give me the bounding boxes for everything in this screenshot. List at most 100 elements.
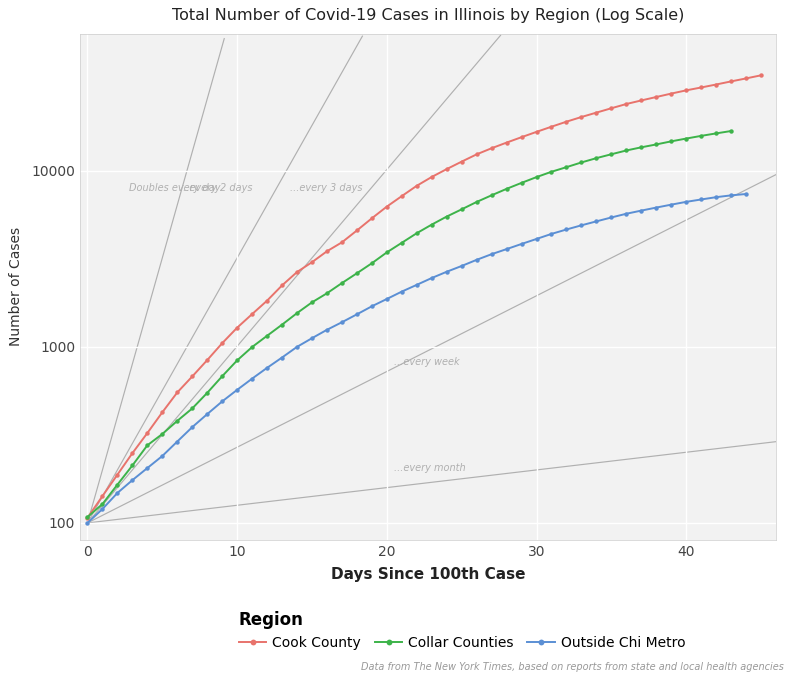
Outside Chi Metro [742, 190, 751, 198]
Outside Chi Metro [696, 196, 706, 204]
Cook County [158, 408, 167, 416]
Cook County [278, 281, 287, 290]
Outside Chi Metro [412, 281, 422, 289]
Collar Counties [682, 134, 691, 142]
Cook County [292, 268, 302, 276]
Outside Chi Metro [98, 505, 107, 513]
Cook County [337, 238, 346, 246]
Cook County [606, 104, 616, 112]
Line: Outside Chi Metro: Outside Chi Metro [86, 192, 748, 525]
Collar Counties [202, 389, 212, 397]
Outside Chi Metro [173, 437, 182, 446]
Cook County [142, 429, 152, 437]
Cook County [591, 109, 601, 117]
Collar Counties [696, 132, 706, 140]
Cook County [382, 202, 392, 211]
Cook County [562, 117, 571, 126]
Collar Counties [98, 500, 107, 508]
Outside Chi Metro [726, 191, 736, 199]
Collar Counties [142, 441, 152, 450]
Text: ...every month: ...every month [394, 463, 466, 473]
Cook County [232, 323, 242, 331]
Collar Counties [352, 269, 362, 277]
Outside Chi Metro [218, 398, 227, 406]
Line: Cook County: Cook County [86, 73, 763, 520]
Cook County [322, 247, 332, 255]
Outside Chi Metro [232, 386, 242, 394]
Cook County [367, 214, 377, 222]
Collar Counties [487, 191, 497, 199]
Cook County [307, 258, 317, 266]
Cook County [247, 310, 257, 318]
Collar Counties [187, 404, 197, 412]
Collar Counties [472, 198, 482, 206]
Cook County [756, 72, 766, 80]
Collar Counties [337, 279, 346, 287]
Outside Chi Metro [187, 423, 197, 431]
Cook County [651, 93, 661, 101]
Collar Counties [622, 146, 631, 155]
Collar Counties [517, 179, 526, 187]
Outside Chi Metro [487, 250, 497, 259]
Collar Counties [457, 205, 466, 213]
Outside Chi Metro [682, 198, 691, 206]
Cook County [637, 97, 646, 105]
Outside Chi Metro [637, 207, 646, 215]
Text: ...every 3 days: ...every 3 days [290, 183, 362, 193]
Cook County [202, 356, 212, 364]
Cook County [427, 173, 437, 181]
Text: ...every 2 days: ...every 2 days [180, 183, 253, 193]
Outside Chi Metro [307, 334, 317, 342]
Outside Chi Metro [292, 343, 302, 351]
Outside Chi Metro [397, 288, 406, 296]
Collar Counties [606, 151, 616, 159]
Cook County [262, 296, 272, 304]
Collar Counties [127, 462, 137, 470]
Collar Counties [367, 259, 377, 267]
Outside Chi Metro [262, 364, 272, 372]
Collar Counties [412, 229, 422, 237]
X-axis label: Days Since 100th Case: Days Since 100th Case [330, 567, 526, 583]
Outside Chi Metro [142, 464, 152, 472]
Cook County [98, 492, 107, 500]
Cook County [412, 182, 422, 190]
Cook County [517, 133, 526, 141]
Cook County [187, 373, 197, 381]
Cook County [397, 192, 406, 200]
Outside Chi Metro [158, 452, 167, 460]
Outside Chi Metro [532, 235, 542, 243]
Outside Chi Metro [382, 295, 392, 303]
Cook County [173, 388, 182, 396]
Outside Chi Metro [352, 310, 362, 319]
Collar Counties [502, 185, 511, 193]
Cook County [666, 90, 676, 98]
Cook County [352, 226, 362, 234]
Outside Chi Metro [113, 489, 122, 497]
Cook County [472, 151, 482, 159]
Cook County [546, 123, 556, 131]
Outside Chi Metro [82, 519, 92, 527]
Collar Counties [158, 430, 167, 438]
Collar Counties [546, 167, 556, 176]
Collar Counties [262, 331, 272, 340]
Outside Chi Metro [546, 230, 556, 238]
Collar Counties [382, 248, 392, 256]
Text: ...every week: ...every week [394, 357, 460, 367]
Outside Chi Metro [367, 302, 377, 311]
Outside Chi Metro [651, 204, 661, 212]
Collar Counties [232, 356, 242, 365]
Outside Chi Metro [606, 213, 616, 221]
Outside Chi Metro [247, 375, 257, 383]
Cook County [442, 165, 451, 173]
Outside Chi Metro [472, 256, 482, 264]
Legend: Cook County, Collar Counties, Outside Chi Metro: Cook County, Collar Counties, Outside Ch… [233, 606, 691, 656]
Collar Counties [322, 289, 332, 297]
Cook County [487, 144, 497, 153]
Collar Counties [397, 239, 406, 247]
Outside Chi Metro [591, 217, 601, 225]
Outside Chi Metro [457, 262, 466, 270]
Collar Counties [218, 372, 227, 380]
Text: Doubles every day: Doubles every day [130, 183, 221, 193]
Outside Chi Metro [577, 221, 586, 230]
Collar Counties [577, 159, 586, 167]
